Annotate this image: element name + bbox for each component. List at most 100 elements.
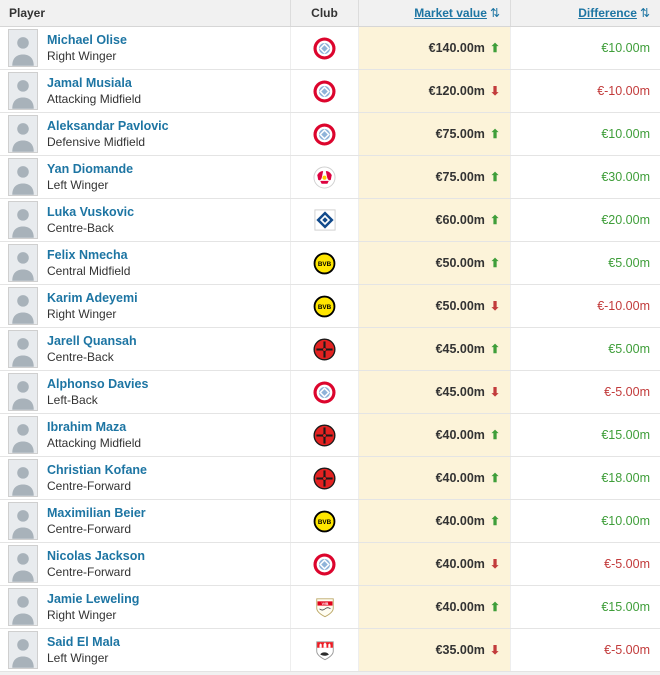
header-market-value: Market value ⇅ bbox=[358, 0, 510, 26]
market-value-cell: €45.00m ⬇ bbox=[358, 371, 510, 413]
borussia-dortmund-logo[interactable]: BVB bbox=[313, 510, 336, 533]
bayern-munich-logo[interactable] bbox=[313, 552, 336, 576]
bayern-munich-logo[interactable] bbox=[313, 79, 336, 103]
club-cell bbox=[290, 70, 358, 112]
difference-value: €-5.00m bbox=[604, 557, 650, 571]
player-cell: Yan Diomande Left Winger bbox=[0, 156, 290, 198]
player-name-link[interactable]: Maximilian Beier bbox=[47, 505, 146, 520]
player-info: Luka Vuskovic Centre-Back bbox=[47, 205, 134, 236]
market-value-cell: €40.00m ⬆ bbox=[358, 500, 510, 542]
difference-cell: €30.00m bbox=[510, 156, 660, 198]
difference-value: €5.00m bbox=[608, 342, 650, 356]
table-row: Ibrahim Maza Attacking Midfield €40.00m ⬆ €1… bbox=[0, 414, 660, 457]
player-info: Jarell Quansah Centre-Back bbox=[47, 334, 137, 365]
player-name-link[interactable]: Alphonso Davies bbox=[47, 376, 149, 391]
club-cell bbox=[290, 629, 358, 671]
player-name-link[interactable]: Jamal Musiala bbox=[47, 75, 132, 90]
club-cell bbox=[290, 27, 358, 69]
trend-up-icon: ⬆ bbox=[489, 256, 500, 270]
player-position: Right Winger bbox=[47, 48, 117, 63]
player-name-link[interactable]: Yan Diomande bbox=[47, 161, 134, 176]
market-value: €40.00m bbox=[435, 514, 485, 528]
bayer-leverkusen-logo[interactable] bbox=[313, 466, 336, 490]
player-name-link[interactable]: Nicolas Jackson bbox=[47, 548, 145, 563]
borussia-dortmund-logo[interactable]: BVB bbox=[313, 252, 336, 275]
player-name-link[interactable]: Aleksandar Pavlovic bbox=[47, 118, 169, 133]
trend-down-icon: ⬇ bbox=[489, 84, 500, 98]
sort-icon[interactable]: ⇅ bbox=[489, 6, 500, 20]
player-cell: Jamie Leweling Right Winger bbox=[0, 586, 290, 628]
player-name-link[interactable]: Luka Vuskovic bbox=[47, 204, 135, 219]
svg-text:VfB: VfB bbox=[321, 600, 328, 605]
player-cell: Jarell Quansah Centre-Back bbox=[0, 328, 290, 370]
vfb-stuttgart-logo[interactable]: VfB bbox=[314, 596, 336, 619]
market-value-cell: €40.00m ⬆ bbox=[358, 586, 510, 628]
rb-leipzig-logo[interactable] bbox=[313, 165, 336, 189]
table-row: Karim Adeyemi Right Winger BVB €50.00m ⬇ €-10… bbox=[0, 285, 660, 328]
player-position: Centre-Forward bbox=[47, 564, 132, 579]
bayern-munich-logo[interactable] bbox=[313, 122, 336, 146]
player-position: Right Winger bbox=[47, 306, 117, 321]
club-cell: BVB bbox=[290, 285, 358, 327]
sort-icon[interactable]: ⇅ bbox=[639, 6, 650, 20]
player-name-link[interactable]: Ibrahim Maza bbox=[47, 419, 127, 434]
difference-value: €-10.00m bbox=[597, 84, 650, 98]
fc-koeln-logo[interactable] bbox=[314, 639, 336, 662]
difference-cell: €5.00m bbox=[510, 328, 660, 370]
bayern-munich-logo[interactable] bbox=[313, 36, 336, 60]
player-name-link[interactable]: Said El Mala bbox=[47, 634, 120, 649]
table-row: Jamal Musiala Attacking Midfield €120.00m ⬇… bbox=[0, 70, 660, 113]
difference-cell: €-10.00m bbox=[510, 70, 660, 112]
market-value: €45.00m bbox=[435, 342, 485, 356]
trend-down-icon: ⬇ bbox=[489, 643, 500, 657]
club-cell bbox=[290, 199, 358, 241]
club-cell bbox=[290, 543, 358, 585]
player-position: Attacking Midfield bbox=[47, 435, 142, 450]
hamburger-sv-logo[interactable] bbox=[313, 209, 336, 231]
market-value-sort-link[interactable]: Market value bbox=[414, 6, 487, 20]
borussia-dortmund-logo[interactable]: BVB bbox=[313, 295, 336, 318]
difference-value: €-10.00m bbox=[597, 299, 650, 313]
player-info: Felix Nmecha Central Midfield bbox=[47, 248, 130, 279]
player-cell: Maximilian Beier Centre-Forward bbox=[0, 500, 290, 542]
svg-text:BVB: BVB bbox=[318, 303, 332, 310]
difference-cell: €15.00m bbox=[510, 414, 660, 456]
table-footer-strip bbox=[0, 672, 660, 675]
difference-value: €20.00m bbox=[601, 213, 650, 227]
svg-text:BVB: BVB bbox=[318, 518, 332, 525]
player-name-link[interactable]: Christian Kofane bbox=[47, 462, 148, 477]
player-avatar bbox=[8, 416, 38, 454]
bayern-munich-logo[interactable] bbox=[313, 380, 336, 404]
club-cell bbox=[290, 113, 358, 155]
player-cell: Ibrahim Maza Attacking Midfield bbox=[0, 414, 290, 456]
market-value-cell: €45.00m ⬆ bbox=[358, 328, 510, 370]
player-name-link[interactable]: Karim Adeyemi bbox=[47, 290, 138, 305]
bayer-leverkusen-logo[interactable] bbox=[313, 337, 336, 361]
trend-up-icon: ⬆ bbox=[489, 127, 500, 141]
club-cell bbox=[290, 156, 358, 198]
difference-cell: €-5.00m bbox=[510, 543, 660, 585]
trend-up-icon: ⬆ bbox=[489, 213, 500, 227]
difference-cell: €18.00m bbox=[510, 457, 660, 499]
difference-value: €10.00m bbox=[601, 514, 650, 528]
player-name-link[interactable]: Jamie Leweling bbox=[47, 591, 140, 606]
club-cell: BVB bbox=[290, 500, 358, 542]
market-value: €40.00m bbox=[435, 471, 485, 485]
bayer-leverkusen-logo[interactable] bbox=[313, 423, 336, 447]
player-avatar bbox=[8, 29, 38, 67]
player-avatar bbox=[8, 631, 38, 669]
player-name-link[interactable]: Jarell Quansah bbox=[47, 333, 137, 348]
table-body: Michael Olise Right Winger €140.00m ⬆ €10.00… bbox=[0, 27, 660, 672]
market-value: €40.00m bbox=[435, 428, 485, 442]
market-value-cell: €75.00m ⬆ bbox=[358, 156, 510, 198]
player-name-link[interactable]: Felix Nmecha bbox=[47, 247, 128, 262]
difference-sort-link[interactable]: Difference bbox=[578, 6, 637, 20]
player-name-link[interactable]: Michael Olise bbox=[47, 32, 127, 47]
club-cell bbox=[290, 414, 358, 456]
club-cell bbox=[290, 328, 358, 370]
market-value: €50.00m bbox=[435, 256, 485, 270]
club-cell: BVB bbox=[290, 242, 358, 284]
player-position: Left Winger bbox=[47, 177, 109, 192]
header-club-label: Club bbox=[311, 6, 338, 20]
market-value-cell: €140.00m ⬆ bbox=[358, 27, 510, 69]
